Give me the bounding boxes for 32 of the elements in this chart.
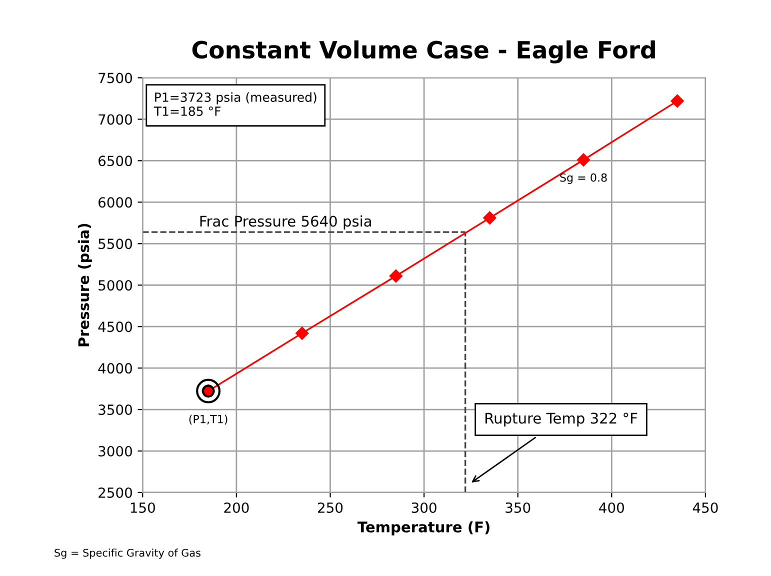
x-tick-label: 200: [224, 502, 249, 513]
x-tick-label: 450: [692, 502, 718, 513]
text: Sg = Specific Gravity of Gas: [54, 548, 200, 559]
x-tick-label: 400: [599, 502, 624, 513]
y-tick-label: 7500: [98, 72, 132, 84]
y-tick-label: 4500: [98, 322, 132, 332]
point: [576, 153, 590, 166]
x-tick-label: 250: [318, 502, 343, 513]
annotation: P1=3723 psia (measured) T1=185 °F: [154, 92, 316, 116]
y-tick-label: 6000: [98, 197, 132, 208]
y-tick-label: 4000: [98, 363, 132, 374]
ref-line-label: Frac Pressure 5640 psia: [200, 215, 371, 230]
y-axis-title: Pressure (psia): [78, 224, 92, 346]
chart-title: Constant Volume Case - Eagle Ford: [192, 40, 655, 64]
point: [389, 269, 402, 283]
annotation: (P1,T1): [189, 414, 228, 425]
point: [670, 94, 684, 108]
y-tick-label: 3500: [98, 404, 132, 416]
ref-line-label: Rupture Temp 322 °F: [486, 412, 638, 427]
y-tick-label: 3000: [98, 446, 132, 456]
x-tick-label: 350: [506, 502, 530, 513]
x-tick-label: 300: [412, 502, 436, 513]
y-tick-label: 2500: [98, 487, 132, 498]
x-axis-title: Temperature (F): [357, 521, 490, 536]
point: [296, 326, 309, 340]
annotation: Sg = 0.8: [560, 173, 607, 184]
y-tick-label: 5500: [98, 238, 132, 250]
y-tick-label: 6500: [98, 156, 132, 166]
y-tick-label: 7000: [98, 114, 132, 125]
y-tick-label: 5000: [98, 280, 132, 291]
point: [483, 211, 496, 225]
x-tick-label: 150: [130, 502, 155, 513]
